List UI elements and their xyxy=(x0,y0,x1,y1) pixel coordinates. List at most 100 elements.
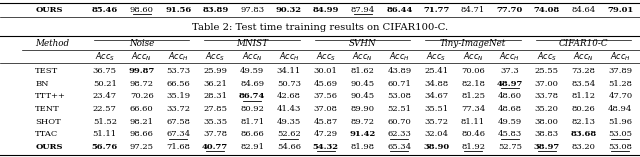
Text: 83.54: 83.54 xyxy=(572,80,596,88)
Text: 35.72: 35.72 xyxy=(424,118,448,126)
Text: 71.77: 71.77 xyxy=(423,6,449,14)
Text: 66.60: 66.60 xyxy=(130,105,154,113)
Text: 81.62: 81.62 xyxy=(351,67,374,75)
Text: 86.74: 86.74 xyxy=(239,92,266,100)
Text: 38.97: 38.97 xyxy=(534,143,560,151)
Text: MNIST: MNIST xyxy=(236,40,268,49)
Text: $Acc_H$: $Acc_H$ xyxy=(499,51,520,63)
Text: 25.41: 25.41 xyxy=(424,67,448,75)
Text: $Acc_N$: $Acc_N$ xyxy=(463,51,483,63)
Text: 35.35: 35.35 xyxy=(204,118,227,126)
Text: 81.11: 81.11 xyxy=(461,118,485,126)
Text: 77.34: 77.34 xyxy=(461,105,485,113)
Text: 81.25: 81.25 xyxy=(461,92,485,100)
Text: 98.21: 98.21 xyxy=(130,118,154,126)
Text: 60.71: 60.71 xyxy=(387,80,412,88)
Text: 48.68: 48.68 xyxy=(498,105,522,113)
Text: 98.66: 98.66 xyxy=(130,130,154,138)
Text: 53.05: 53.05 xyxy=(608,130,632,138)
Text: 91.56: 91.56 xyxy=(165,6,191,14)
Text: 48.94: 48.94 xyxy=(608,105,632,113)
Text: 84.64: 84.64 xyxy=(572,6,596,14)
Text: 36.21: 36.21 xyxy=(204,80,227,88)
Text: 60.70: 60.70 xyxy=(387,118,412,126)
Text: 80.46: 80.46 xyxy=(461,130,485,138)
Text: 86.44: 86.44 xyxy=(386,6,413,14)
Text: 40.77: 40.77 xyxy=(202,143,228,151)
Text: 53.73: 53.73 xyxy=(166,67,191,75)
Text: 45.69: 45.69 xyxy=(314,80,338,88)
Text: Table 2: Test time training results on CIFAR100-C.: Table 2: Test time training results on C… xyxy=(192,22,448,32)
Text: 34.67: 34.67 xyxy=(424,92,448,100)
Text: 51.28: 51.28 xyxy=(608,80,632,88)
Text: 52.75: 52.75 xyxy=(498,143,522,151)
Text: 74.08: 74.08 xyxy=(534,6,560,14)
Text: 50.21: 50.21 xyxy=(93,80,116,88)
Text: Tiny-ImageNet: Tiny-ImageNet xyxy=(440,40,506,49)
Text: 97.83: 97.83 xyxy=(240,6,264,14)
Text: 51.11: 51.11 xyxy=(93,130,117,138)
Text: 66.56: 66.56 xyxy=(166,80,190,88)
Text: 82.13: 82.13 xyxy=(572,118,595,126)
Text: $Acc_H$: $Acc_H$ xyxy=(389,51,410,63)
Text: $Acc_S$: $Acc_S$ xyxy=(536,51,557,63)
Text: 37.78: 37.78 xyxy=(204,130,227,138)
Text: SVHN: SVHN xyxy=(349,40,376,49)
Text: $Acc_H$: $Acc_H$ xyxy=(168,51,189,63)
Text: 51.52: 51.52 xyxy=(93,118,117,126)
Text: 37.08: 37.08 xyxy=(314,105,338,113)
Text: 22.57: 22.57 xyxy=(93,105,116,113)
Text: SHOT: SHOT xyxy=(35,118,61,126)
Text: 41.43: 41.43 xyxy=(276,105,301,113)
Text: 73.28: 73.28 xyxy=(572,67,595,75)
Text: 83.68: 83.68 xyxy=(570,130,596,138)
Text: 51.96: 51.96 xyxy=(608,118,632,126)
Text: 33.78: 33.78 xyxy=(534,92,559,100)
Text: 84.71: 84.71 xyxy=(461,6,485,14)
Text: BN: BN xyxy=(35,80,49,88)
Text: CIFAR10-C: CIFAR10-C xyxy=(559,40,608,49)
Text: $Acc_S$: $Acc_S$ xyxy=(95,51,115,63)
Text: 79.01: 79.01 xyxy=(607,6,634,14)
Text: 65.34: 65.34 xyxy=(387,143,412,151)
Text: 83.20: 83.20 xyxy=(572,143,595,151)
Text: 34.11: 34.11 xyxy=(276,67,301,75)
Text: 35.51: 35.51 xyxy=(424,105,448,113)
Text: 27.85: 27.85 xyxy=(204,105,227,113)
Text: 81.12: 81.12 xyxy=(572,92,595,100)
Text: 90.45: 90.45 xyxy=(351,92,374,100)
Text: 53.08: 53.08 xyxy=(387,92,412,100)
Text: 38.83: 38.83 xyxy=(534,130,559,138)
Text: 67.58: 67.58 xyxy=(166,118,191,126)
Text: TENT: TENT xyxy=(35,105,60,113)
Text: 71.68: 71.68 xyxy=(166,143,191,151)
Text: 82.91: 82.91 xyxy=(240,143,264,151)
Text: 77.70: 77.70 xyxy=(497,6,523,14)
Text: 35.20: 35.20 xyxy=(535,105,559,113)
Text: 37.00: 37.00 xyxy=(535,80,559,88)
Text: 33.72: 33.72 xyxy=(166,105,191,113)
Text: 25.55: 25.55 xyxy=(534,67,559,75)
Text: 86.66: 86.66 xyxy=(240,130,264,138)
Text: 37.56: 37.56 xyxy=(314,92,338,100)
Text: 81.71: 81.71 xyxy=(240,118,264,126)
Text: $Acc_N$: $Acc_N$ xyxy=(573,51,594,63)
Text: 49.35: 49.35 xyxy=(276,118,301,126)
Text: 56.76: 56.76 xyxy=(92,143,118,151)
Text: 81.92: 81.92 xyxy=(461,143,485,151)
Text: TEST: TEST xyxy=(35,67,58,75)
Text: 52.51: 52.51 xyxy=(387,105,412,113)
Text: 89.90: 89.90 xyxy=(351,105,374,113)
Text: 81.98: 81.98 xyxy=(351,143,374,151)
Text: 37.3: 37.3 xyxy=(500,67,519,75)
Text: 90.45: 90.45 xyxy=(351,80,374,88)
Text: $Acc_H$: $Acc_H$ xyxy=(610,51,630,63)
Text: 32.04: 32.04 xyxy=(424,130,448,138)
Text: $Acc_N$: $Acc_N$ xyxy=(352,51,373,63)
Text: 49.59: 49.59 xyxy=(240,67,264,75)
Text: 70.06: 70.06 xyxy=(461,67,485,75)
Text: 38.90: 38.90 xyxy=(423,143,449,151)
Text: 54.66: 54.66 xyxy=(277,143,301,151)
Text: 97.25: 97.25 xyxy=(130,143,154,151)
Text: TTT++: TTT++ xyxy=(35,92,66,100)
